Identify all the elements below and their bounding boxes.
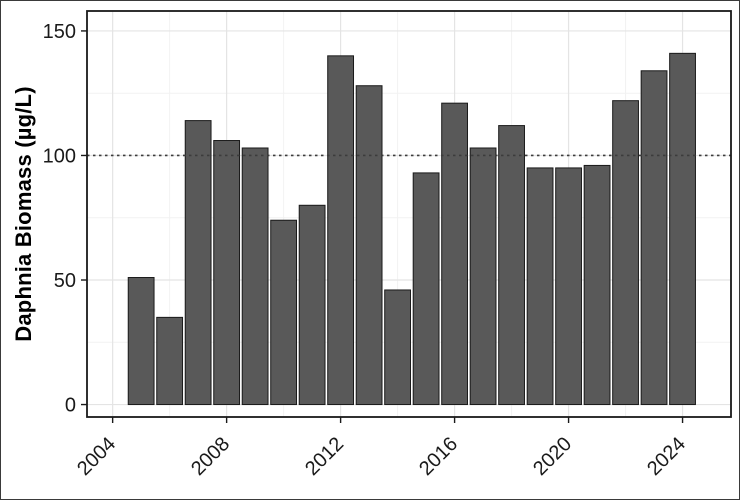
- y-axis-tick-label: 100: [43, 145, 76, 167]
- bar-2009: [241, 147, 269, 406]
- x-axis-tick-label: 2024: [643, 433, 690, 480]
- bar-2021: [583, 164, 611, 406]
- x-axis-tick-label: 2008: [187, 433, 234, 480]
- bar-2007: [184, 120, 212, 406]
- y-axis-tick-label: 0: [65, 395, 76, 417]
- bar-2023: [640, 70, 668, 406]
- bar-2017: [469, 147, 497, 406]
- bar-2022: [612, 100, 639, 406]
- x-axis-tick-label: 2016: [415, 433, 462, 480]
- bar-2008: [213, 140, 241, 406]
- y-axis-tick-label: 150: [43, 21, 76, 43]
- bar-2011: [298, 204, 326, 406]
- bar-2005: [127, 277, 155, 406]
- bar-2020: [555, 167, 582, 406]
- bar-2024: [669, 52, 696, 406]
- x-axis-tick-label: 2004: [73, 433, 120, 480]
- bar-2013: [355, 85, 383, 406]
- bar-2014: [384, 289, 412, 406]
- panel-border: [86, 10, 732, 418]
- x-axis-tick-label: 2012: [301, 433, 348, 480]
- bar-2016: [441, 102, 468, 406]
- x-axis-tick-label: 2020: [529, 433, 576, 480]
- bar-2018: [498, 125, 525, 406]
- bar-2012: [327, 55, 355, 406]
- bar-2006: [156, 316, 184, 406]
- bar-2019: [526, 167, 554, 406]
- y-axis-tick-label: 50: [54, 270, 76, 292]
- y-axis-title: Daphnia Biomass (µg/L): [11, 86, 36, 342]
- bar-2010: [270, 219, 298, 406]
- bar-2015: [412, 172, 440, 406]
